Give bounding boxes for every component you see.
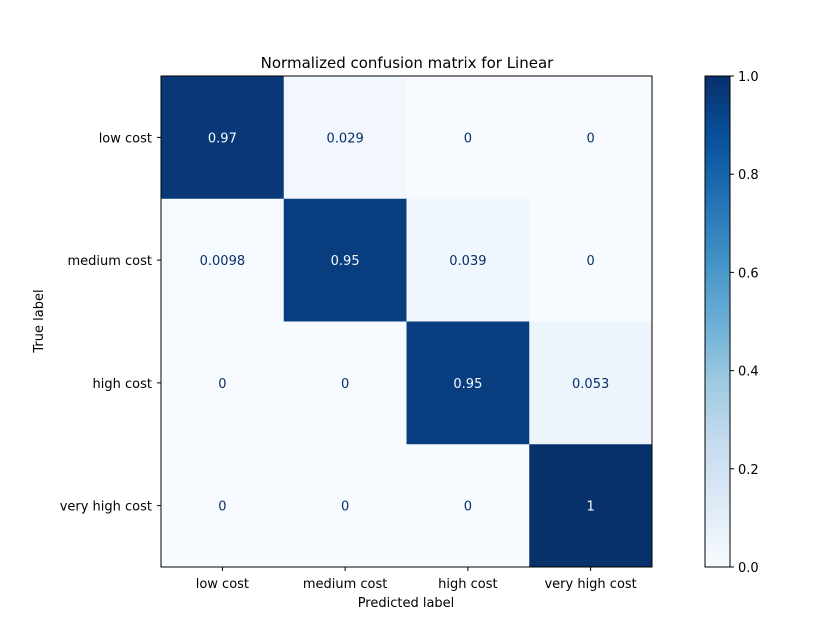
cell-value-label: 0 [586, 254, 594, 269]
matrix-cell [529, 321, 653, 445]
cell-value-label: 0.95 [453, 377, 482, 392]
matrix-cell-labels: 0.97 0.029 0 0 0.0098 0.95 0.039 0 0 0 0.95 0.053 0 0… [200, 131, 610, 514]
matrix-cell [283, 321, 407, 445]
y-tick-label: medium cost [67, 254, 152, 269]
y-axis-label: True label [32, 289, 47, 353]
matrix-cell [283, 76, 407, 200]
y-tick-label: very high cost [60, 500, 152, 515]
x-tick-label: medium cost [303, 577, 388, 592]
y-axis: low cost medium cost high cost very high co… [60, 131, 161, 515]
matrix-cell [406, 76, 530, 200]
colorbar-tick-label: 0.8 [738, 168, 759, 183]
matrix-cells [161, 76, 653, 568]
matrix-cell [161, 76, 285, 200]
x-tick-label: low cost [196, 577, 249, 592]
x-tick-label: very high cost [544, 577, 636, 592]
cell-value-label: 0.97 [208, 131, 237, 146]
colorbar-axis: 0.0 0.2 0.4 0.6 0.8 1.0 [730, 70, 759, 576]
x-axis: low cost medium cost high cost very high co… [196, 567, 637, 592]
matrix-cell [161, 198, 285, 322]
cell-value-label: 0 [341, 500, 349, 515]
cell-value-label: 0.039 [449, 254, 486, 269]
matrix-cell [529, 76, 653, 200]
colorbar-tick-label: 0.6 [738, 266, 759, 281]
cell-value-label: 0 [218, 500, 226, 515]
cell-value-label: 0 [464, 500, 472, 515]
matrix-cell [161, 444, 285, 568]
matrix-cell [283, 444, 407, 568]
y-tick-label: low cost [99, 131, 152, 146]
colorbar-tick-label: 0.4 [738, 365, 759, 380]
x-tick-label: high cost [438, 577, 497, 592]
matrix-cell [406, 321, 530, 445]
cell-value-label: 0 [464, 131, 472, 146]
matrix-cell [161, 321, 285, 445]
cell-value-label: 0.053 [572, 377, 609, 392]
plot-frame [160, 75, 653, 568]
cell-value-label: 0.029 [327, 131, 364, 146]
cell-value-label: 0.0098 [200, 254, 246, 269]
chart-title: Normalized confusion matrix for Linear [261, 54, 554, 72]
matrix-cell [406, 444, 530, 568]
matrix-cell [529, 444, 653, 568]
matrix-cell [406, 198, 530, 322]
colorbar-tick-label: 0.0 [738, 561, 759, 576]
cell-value-label: 0 [586, 131, 594, 146]
cell-value-label: 0.95 [331, 254, 360, 269]
cell-value-label: 0 [218, 377, 226, 392]
matrix-cell [283, 198, 407, 322]
matrix-cell [529, 198, 653, 322]
colorbar [704, 75, 731, 568]
x-axis-label: Predicted label [358, 596, 455, 611]
cell-value-label: 1 [586, 500, 594, 515]
y-tick-label: high cost [93, 377, 152, 392]
colorbar-tick-label: 0.2 [738, 463, 759, 478]
colorbar-tick-label: 1.0 [738, 70, 759, 85]
cell-value-label: 0 [341, 377, 349, 392]
